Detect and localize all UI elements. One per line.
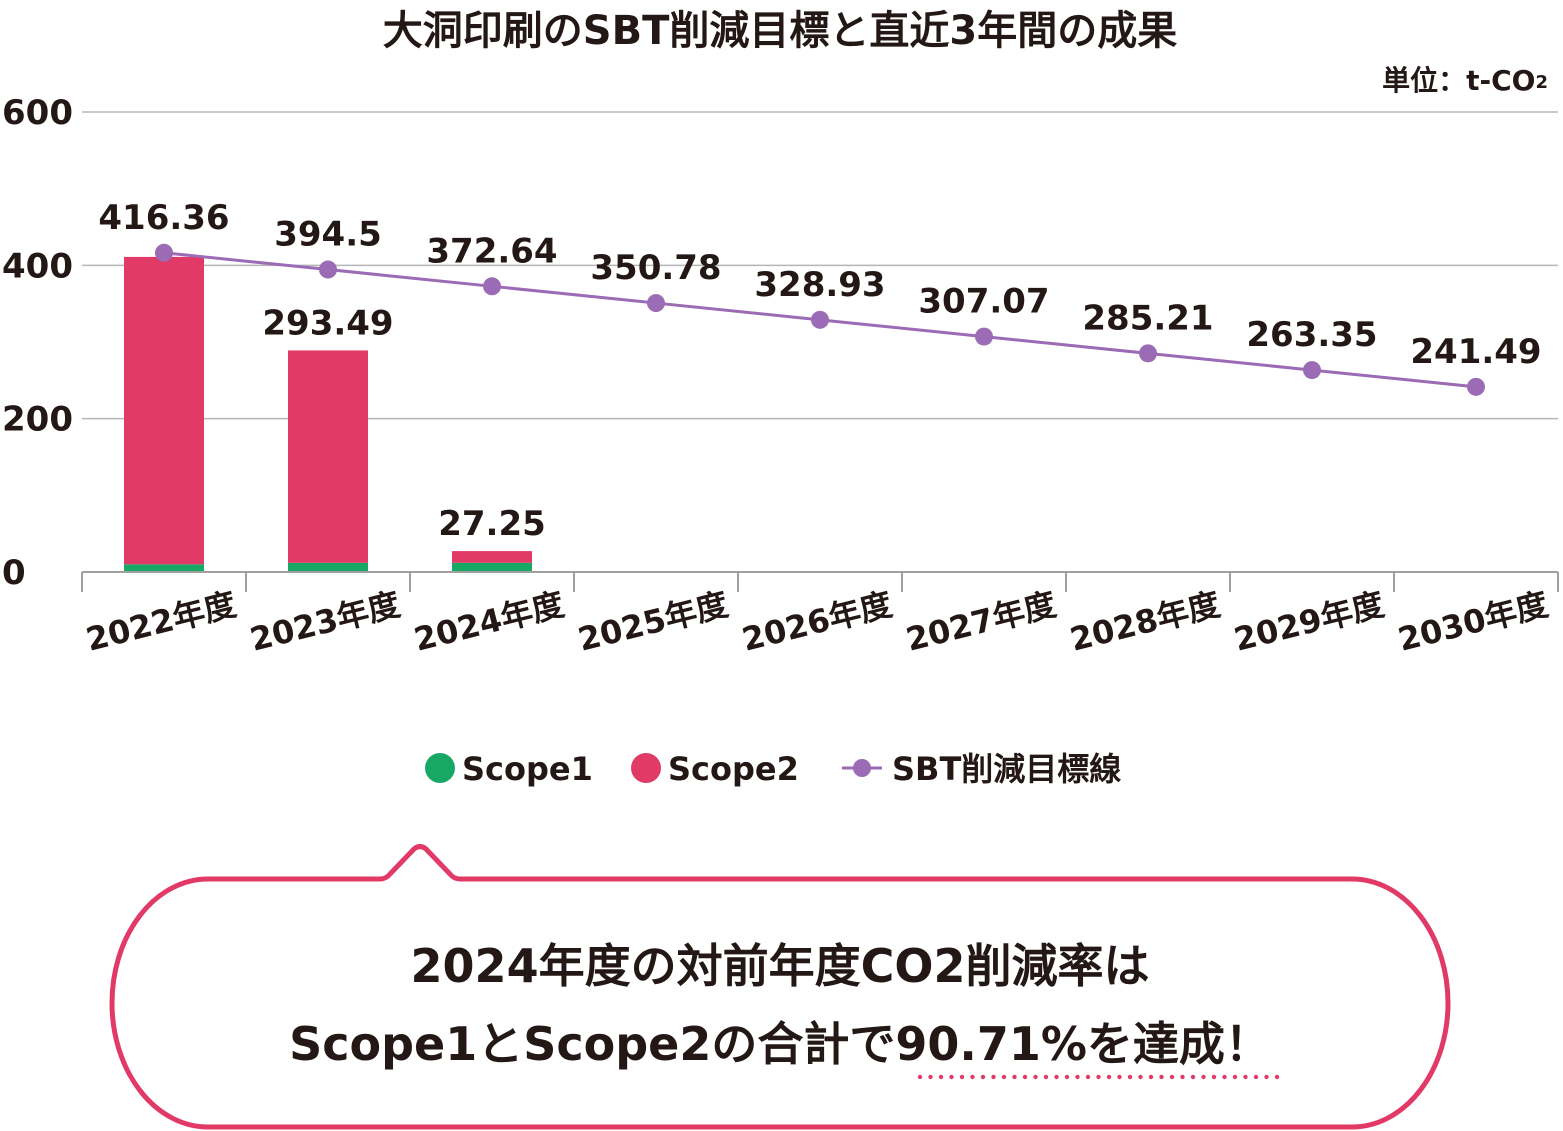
bar-total-label: 27.25	[438, 504, 546, 544]
underline-dot	[1232, 1074, 1238, 1080]
underline-dot	[1085, 1074, 1091, 1080]
line-value-label: 307.07	[918, 282, 1049, 322]
underline-dot	[1012, 1074, 1017, 1080]
legend: Scope1 Scope2 SBT削減目標線	[425, 750, 1121, 788]
callout-line-1: 2024年度の対前年度CO2削減率は	[411, 939, 1150, 993]
unit-subscript: 2	[1535, 72, 1548, 93]
underline-dot	[1148, 1074, 1154, 1080]
underline-dot	[991, 1074, 996, 1080]
sbt-point	[155, 243, 173, 262]
bar-scope1	[124, 564, 204, 572]
sbt-point	[319, 260, 337, 279]
x-tick-label: 2028年度	[1066, 585, 1224, 659]
highlight-underline	[917, 1074, 1280, 1080]
underline-dot	[1054, 1074, 1059, 1080]
underline-dot	[1201, 1074, 1206, 1080]
x-axis: 2022年度 2023年度 2024年度 2025年度 2026年度 2027年度 2028…	[81, 571, 1559, 659]
sbt-point	[1467, 377, 1485, 396]
legend-scope1-label: Scope1	[462, 750, 593, 788]
y-tick-label: 400	[2, 246, 73, 286]
underline-dot	[917, 1074, 923, 1080]
underline-dot	[1222, 1074, 1227, 1080]
underline-dot	[949, 1074, 954, 1080]
underline-dot	[1274, 1074, 1280, 1080]
bars	[124, 256, 532, 572]
sbt-point	[975, 327, 993, 346]
bar-total-label: 293.49	[262, 303, 393, 343]
underline-dot	[1138, 1074, 1143, 1080]
underline-dot	[970, 1074, 975, 1080]
chart-title: 大洞印刷のSBT削減目標と直近3年間の成果	[383, 8, 1177, 54]
line-value-label: 394.5	[274, 215, 382, 255]
bar-scope2	[124, 256, 204, 565]
underline-dot	[1033, 1074, 1038, 1080]
underline-dot	[938, 1074, 944, 1080]
underline-dot	[1190, 1074, 1196, 1080]
x-tick-label: 2030年度	[1394, 585, 1552, 659]
callout-prefix: Scope1とScope2の合計で	[289, 1017, 895, 1071]
y-axis: 0 200 400 600	[2, 93, 73, 593]
line-value-label: 372.64	[426, 231, 557, 271]
bar-scope1	[288, 562, 368, 572]
underline-dot	[1096, 1074, 1101, 1080]
underline-dot	[1264, 1074, 1269, 1080]
line-value-label: 416.36	[98, 198, 229, 238]
legend-scope2-label: Scope2	[668, 750, 799, 788]
bar-scope2	[452, 551, 532, 563]
bar-scope1	[452, 562, 532, 572]
unit-label: 単位：t-CO2	[1382, 64, 1548, 97]
legend-scope2-swatch	[631, 753, 661, 783]
underline-dot	[980, 1074, 986, 1080]
line-value-label: 350.78	[590, 248, 721, 288]
sbt-point	[647, 294, 665, 313]
sbt-point	[483, 277, 501, 296]
callout-line-2: Scope1とScope2の合計で90.71%を達成！	[289, 1017, 1271, 1071]
x-tick-label: 2023年度	[246, 585, 404, 659]
sbt-point	[811, 310, 829, 329]
underline-dot	[1075, 1074, 1080, 1080]
underline-dot	[1159, 1074, 1164, 1080]
underline-dot	[1243, 1074, 1248, 1080]
underline-dot	[1001, 1074, 1007, 1080]
underline-dot	[1169, 1074, 1175, 1080]
underline-dot	[1043, 1074, 1049, 1080]
bar-scope2	[288, 350, 368, 563]
line-value-label: 241.49	[1410, 332, 1541, 372]
sbt-point	[1303, 361, 1321, 380]
line-value-label: 285.21	[1082, 298, 1213, 338]
x-tick-label: 2026年度	[738, 585, 896, 659]
underline-dot	[1211, 1074, 1217, 1080]
x-tick-label: 2027年度	[902, 585, 1060, 659]
underline-dot	[928, 1074, 933, 1080]
line-value-label: 328.93	[754, 265, 885, 305]
x-tick-label: 2025年度	[574, 585, 732, 659]
x-tick-label: 2024年度	[410, 585, 568, 659]
underline-dot	[1127, 1074, 1133, 1080]
underline-dot	[1064, 1074, 1070, 1080]
callout-highlight: 90.71%	[895, 1017, 1087, 1071]
legend-line-label: SBT削減目標線	[892, 750, 1121, 788]
x-tick-label: 2029年度	[1230, 585, 1388, 659]
data-labels: 416.36 394.5 372.64 350.78 328.93 307.07 285.2…	[98, 198, 1541, 544]
y-tick-label: 200	[2, 400, 73, 440]
underline-dot	[1022, 1074, 1028, 1080]
underline-dot	[959, 1074, 965, 1080]
y-tick-label: 600	[2, 93, 73, 133]
legend-scope1-swatch	[425, 753, 455, 783]
y-tick-label: 0	[2, 553, 26, 593]
x-tick-label: 2022年度	[82, 585, 240, 659]
underline-dot	[1106, 1074, 1112, 1080]
sbt-point	[1139, 344, 1157, 363]
legend-line-marker	[853, 759, 871, 777]
underline-dot	[1117, 1074, 1122, 1080]
callout-suffix: を達成！	[1087, 1017, 1271, 1071]
unit-text: 単位：t-CO	[1382, 64, 1535, 97]
sbt-target-line	[155, 243, 1485, 396]
callout-bubble	[109, 844, 1451, 1130]
callout-box: 2024年度の対前年度CO2削減率は Scope1とScope2の合計で90.7…	[109, 844, 1451, 1130]
underline-dot	[1253, 1074, 1259, 1080]
line-value-label: 263.35	[1246, 315, 1377, 355]
underline-dot	[1180, 1074, 1185, 1080]
